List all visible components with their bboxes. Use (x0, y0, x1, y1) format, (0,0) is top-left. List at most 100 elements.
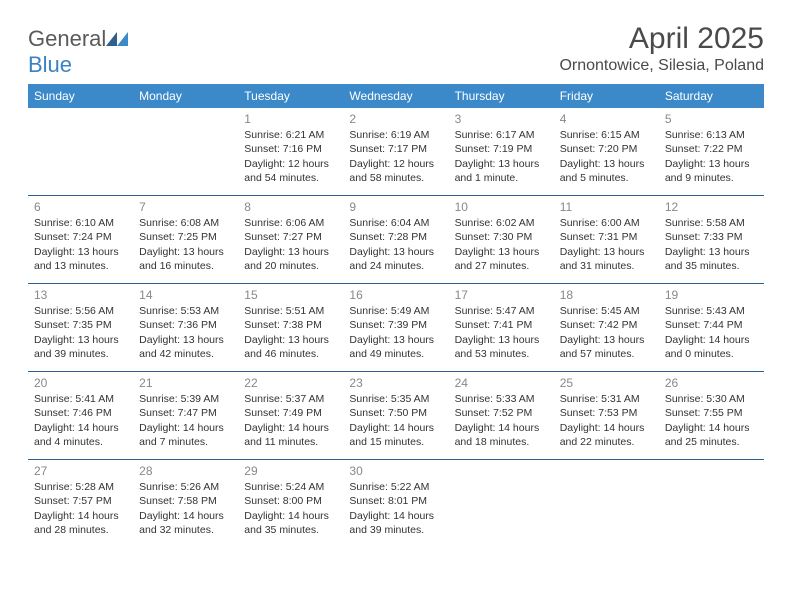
sunset-text: Sunset: 7:44 PM (665, 318, 758, 332)
day-number: 23 (349, 375, 442, 391)
sunset-text: Sunset: 7:28 PM (349, 230, 442, 244)
calendar-cell: 13Sunrise: 5:56 AMSunset: 7:35 PMDayligh… (28, 284, 133, 372)
sunset-text: Sunset: 7:49 PM (244, 406, 337, 420)
day-number: 19 (665, 287, 758, 303)
title-block: April 2025 Ornontowice, Silesia, Poland (559, 22, 764, 75)
calendar-cell: 7Sunrise: 6:08 AMSunset: 7:25 PMDaylight… (133, 196, 238, 284)
day-number: 15 (244, 287, 337, 303)
sunset-text: Sunset: 7:20 PM (560, 142, 653, 156)
day-number: 25 (560, 375, 653, 391)
sunset-text: Sunset: 7:53 PM (560, 406, 653, 420)
sunrise-text: Sunrise: 5:28 AM (34, 480, 127, 494)
calendar-cell: 23Sunrise: 5:35 AMSunset: 7:50 PMDayligh… (343, 372, 448, 460)
sunset-text: Sunset: 7:47 PM (139, 406, 232, 420)
calendar-cell: 21Sunrise: 5:39 AMSunset: 7:47 PMDayligh… (133, 372, 238, 460)
page-subtitle: Ornontowice, Silesia, Poland (559, 57, 764, 75)
calendar-cell: 1Sunrise: 6:21 AMSunset: 7:16 PMDaylight… (238, 108, 343, 196)
sunset-text: Sunset: 7:41 PM (455, 318, 548, 332)
sunset-text: Sunset: 7:30 PM (455, 230, 548, 244)
calendar-cell: 4Sunrise: 6:15 AMSunset: 7:20 PMDaylight… (554, 108, 659, 196)
daylight-text: Daylight: 13 hours and 46 minutes. (244, 333, 337, 361)
calendar-row: 20Sunrise: 5:41 AMSunset: 7:46 PMDayligh… (28, 372, 764, 460)
day-number: 12 (665, 199, 758, 215)
sunset-text: Sunset: 7:38 PM (244, 318, 337, 332)
daylight-text: Daylight: 14 hours and 0 minutes. (665, 333, 758, 361)
sunset-text: Sunset: 7:17 PM (349, 142, 442, 156)
day-number: 4 (560, 111, 653, 127)
calendar-cell: 11Sunrise: 6:00 AMSunset: 7:31 PMDayligh… (554, 196, 659, 284)
sunset-text: Sunset: 7:36 PM (139, 318, 232, 332)
daylight-text: Daylight: 12 hours and 54 minutes. (244, 157, 337, 185)
daylight-text: Daylight: 14 hours and 7 minutes. (139, 421, 232, 449)
calendar-cell: 19Sunrise: 5:43 AMSunset: 7:44 PMDayligh… (659, 284, 764, 372)
calendar-cell: 12Sunrise: 5:58 AMSunset: 7:33 PMDayligh… (659, 196, 764, 284)
calendar-cell: 22Sunrise: 5:37 AMSunset: 7:49 PMDayligh… (238, 372, 343, 460)
col-wednesday: Wednesday (343, 84, 448, 108)
sunrise-text: Sunrise: 6:08 AM (139, 216, 232, 230)
sunrise-text: Sunrise: 5:51 AM (244, 304, 337, 318)
logo-word-2: Blue (28, 52, 72, 77)
day-number: 1 (244, 111, 337, 127)
calendar-cell: 24Sunrise: 5:33 AMSunset: 7:52 PMDayligh… (449, 372, 554, 460)
day-number: 20 (34, 375, 127, 391)
daylight-text: Daylight: 14 hours and 32 minutes. (139, 509, 232, 537)
day-number: 8 (244, 199, 337, 215)
calendar-row: 27Sunrise: 5:28 AMSunset: 7:57 PMDayligh… (28, 460, 764, 548)
col-tuesday: Tuesday (238, 84, 343, 108)
sunrise-text: Sunrise: 5:33 AM (455, 392, 548, 406)
calendar-cell: 2Sunrise: 6:19 AMSunset: 7:17 PMDaylight… (343, 108, 448, 196)
sunrise-text: Sunrise: 5:31 AM (560, 392, 653, 406)
daylight-text: Daylight: 13 hours and 16 minutes. (139, 245, 232, 273)
col-sunday: Sunday (28, 84, 133, 108)
sunrise-text: Sunrise: 6:00 AM (560, 216, 653, 230)
sunrise-text: Sunrise: 5:43 AM (665, 304, 758, 318)
daylight-text: Daylight: 13 hours and 24 minutes. (349, 245, 442, 273)
calendar-cell: 3Sunrise: 6:17 AMSunset: 7:19 PMDaylight… (449, 108, 554, 196)
daylight-text: Daylight: 14 hours and 11 minutes. (244, 421, 337, 449)
day-number: 5 (665, 111, 758, 127)
day-number: 21 (139, 375, 232, 391)
calendar-cell (28, 108, 133, 196)
logo-mark-icon (106, 30, 128, 46)
daylight-text: Daylight: 13 hours and 5 minutes. (560, 157, 653, 185)
daylight-text: Daylight: 13 hours and 57 minutes. (560, 333, 653, 361)
sunset-text: Sunset: 7:52 PM (455, 406, 548, 420)
sunset-text: Sunset: 7:55 PM (665, 406, 758, 420)
col-friday: Friday (554, 84, 659, 108)
daylight-text: Daylight: 13 hours and 27 minutes. (455, 245, 548, 273)
sunrise-text: Sunrise: 6:19 AM (349, 128, 442, 142)
calendar-table: Sunday Monday Tuesday Wednesday Thursday… (28, 84, 764, 547)
day-number: 7 (139, 199, 232, 215)
day-number: 11 (560, 199, 653, 215)
calendar-cell: 9Sunrise: 6:04 AMSunset: 7:28 PMDaylight… (343, 196, 448, 284)
sunrise-text: Sunrise: 6:10 AM (34, 216, 127, 230)
sunset-text: Sunset: 7:39 PM (349, 318, 442, 332)
calendar-cell: 16Sunrise: 5:49 AMSunset: 7:39 PMDayligh… (343, 284, 448, 372)
calendar-cell: 6Sunrise: 6:10 AMSunset: 7:24 PMDaylight… (28, 196, 133, 284)
calendar-cell: 30Sunrise: 5:22 AMSunset: 8:01 PMDayligh… (343, 460, 448, 548)
day-number: 22 (244, 375, 337, 391)
calendar-cell: 18Sunrise: 5:45 AMSunset: 7:42 PMDayligh… (554, 284, 659, 372)
sunset-text: Sunset: 7:22 PM (665, 142, 758, 156)
page: General Blue April 2025 Ornontowice, Sil… (0, 0, 792, 547)
day-number: 30 (349, 463, 442, 479)
sunrise-text: Sunrise: 5:37 AM (244, 392, 337, 406)
day-number: 26 (665, 375, 758, 391)
calendar-row: 6Sunrise: 6:10 AMSunset: 7:24 PMDaylight… (28, 196, 764, 284)
calendar-cell: 10Sunrise: 6:02 AMSunset: 7:30 PMDayligh… (449, 196, 554, 284)
sunset-text: Sunset: 7:27 PM (244, 230, 337, 244)
sunset-text: Sunset: 7:19 PM (455, 142, 548, 156)
sunset-text: Sunset: 7:57 PM (34, 494, 127, 508)
calendar-cell (659, 460, 764, 548)
calendar-cell: 20Sunrise: 5:41 AMSunset: 7:46 PMDayligh… (28, 372, 133, 460)
sunrise-text: Sunrise: 6:13 AM (665, 128, 758, 142)
day-number: 9 (349, 199, 442, 215)
daylight-text: Daylight: 13 hours and 1 minute. (455, 157, 548, 185)
page-title: April 2025 (559, 22, 764, 55)
day-number: 18 (560, 287, 653, 303)
day-number: 6 (34, 199, 127, 215)
day-number: 28 (139, 463, 232, 479)
day-number: 14 (139, 287, 232, 303)
day-number: 2 (349, 111, 442, 127)
daylight-text: Daylight: 13 hours and 39 minutes. (34, 333, 127, 361)
